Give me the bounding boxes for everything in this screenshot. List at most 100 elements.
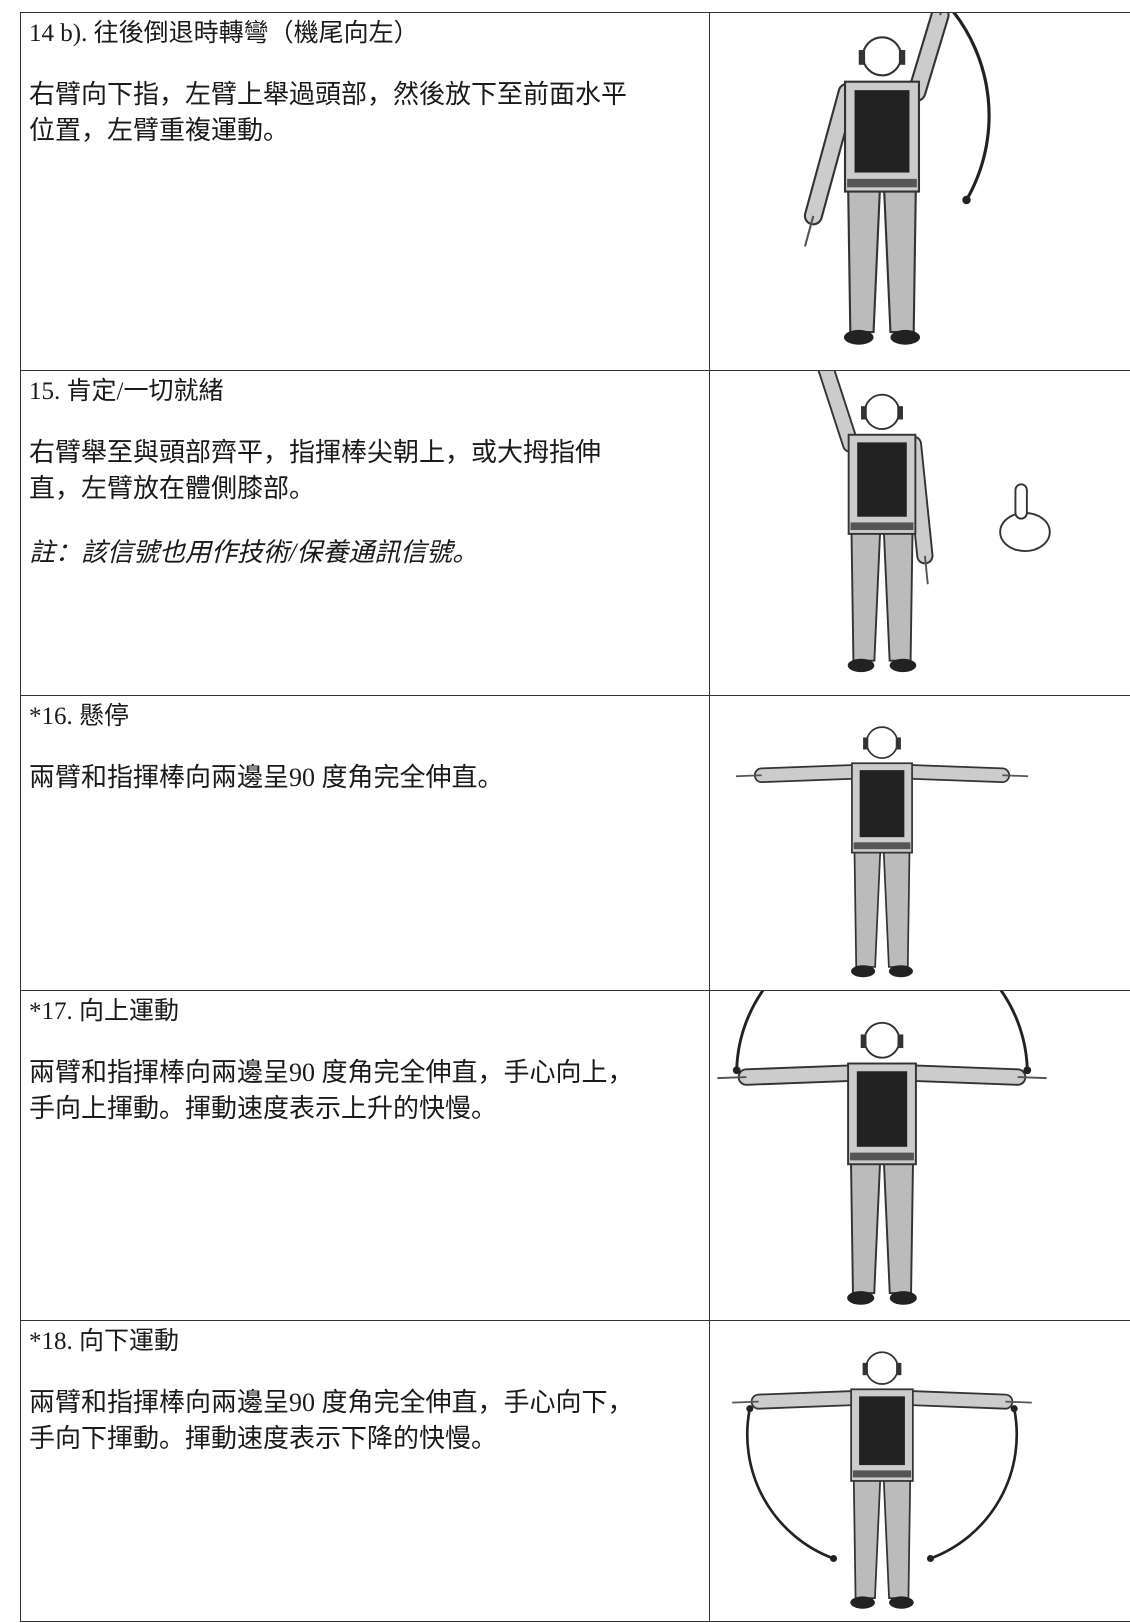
person xyxy=(735,726,1029,978)
arrow-head xyxy=(830,1554,838,1563)
description: 右臂向下指，左臂上舉過頭部，然後放下至前面水平 位置，左臂重複運動。 xyxy=(29,77,701,149)
text-cell: 14 b). 往後倒退時轉彎（機尾向左） 右臂向下指，左臂上舉過頭部，然後放下至前… xyxy=(20,13,710,370)
row: 14 b). 往後倒退時轉彎（機尾向左） 右臂向下指，左臂上舉過頭部，然後放下至前… xyxy=(20,12,1130,370)
arrow-head xyxy=(746,1405,754,1413)
row-title: 15. 肯定/一切就緒 xyxy=(29,378,224,405)
ear-protector xyxy=(858,50,866,65)
shoe xyxy=(889,658,917,673)
arrow-head xyxy=(1023,1066,1032,1075)
head xyxy=(865,1351,899,1385)
row-title: 14 b). 往後倒退時轉彎（機尾向左） xyxy=(29,20,419,47)
row: *17. 向上運動兩臂和指揮棒向兩邊呈90 度角完全伸直，手心向上， 手向上揮動。… xyxy=(20,990,1130,1320)
head xyxy=(863,393,901,430)
belt xyxy=(852,1470,912,1478)
motion-arrow xyxy=(952,13,991,201)
vest xyxy=(859,1396,905,1466)
shoe xyxy=(847,1291,875,1305)
description: 兩臂和指揮棒向兩邊呈90 度角完全伸直。 xyxy=(29,760,701,796)
ear-protector xyxy=(861,406,867,420)
signal-figure xyxy=(817,371,1051,673)
shoe xyxy=(850,1596,875,1609)
note: 註：該信號也用作技術/保養通訊信號。 xyxy=(29,538,479,567)
thumb-hand xyxy=(999,511,1051,552)
arm xyxy=(819,371,858,451)
wand xyxy=(717,1076,747,1080)
description-line: 手向上揮動。揮動速度表示上升的快慢。 xyxy=(29,1094,498,1123)
motion-arrow xyxy=(745,1408,834,1560)
wand xyxy=(1002,774,1029,778)
description-line: 兩臂和指揮棒向兩邊呈90 度角完全伸直。 xyxy=(29,763,504,792)
description: 兩臂和指揮棒向兩邊呈90 度角完全伸直，手心向上， 手向上揮動。揮動速度表示上升的… xyxy=(29,1055,701,1127)
wand xyxy=(923,555,929,585)
shoe xyxy=(843,329,874,345)
signal-figure xyxy=(803,13,991,345)
ear-protector xyxy=(898,50,906,65)
shoe xyxy=(888,965,913,978)
leg xyxy=(882,850,911,968)
leg xyxy=(850,531,882,662)
belt xyxy=(850,1152,914,1161)
arm xyxy=(904,1391,1012,1408)
ear-protector xyxy=(862,1362,868,1376)
motion-arrow xyxy=(999,991,1029,1071)
head xyxy=(865,726,899,759)
signal-figure xyxy=(735,726,1029,978)
vest xyxy=(859,770,905,838)
wand xyxy=(1005,1400,1032,1404)
vest xyxy=(856,1071,908,1147)
row: *18. 向下運動兩臂和指揮棒向兩邊呈90 度角完全伸直，手心向下， 手向下揮動。… xyxy=(20,1320,1130,1622)
leg xyxy=(847,188,881,334)
text-cell: *17. 向上運動兩臂和指揮棒向兩邊呈90 度角完全伸直，手心向上， 手向上揮動。… xyxy=(20,991,710,1320)
ear-protector xyxy=(897,1034,904,1048)
text-cell: *18. 向下運動兩臂和指揮棒向兩邊呈90 度角完全伸直，手心向下， 手向下揮動。… xyxy=(20,1321,710,1622)
vest xyxy=(854,90,910,173)
belt xyxy=(853,842,911,850)
ear-protector xyxy=(896,1362,902,1376)
person xyxy=(732,1351,1032,1609)
ear-protector xyxy=(897,406,903,420)
row-title: *18. 向下運動 xyxy=(29,1328,180,1355)
leg xyxy=(850,1161,882,1295)
ear-protector xyxy=(860,1034,867,1048)
motion-arrow xyxy=(930,1408,1019,1560)
shoe xyxy=(889,1596,914,1609)
description-line: 手向下揮動。揮動速度表示下降的快慢。 xyxy=(29,1424,498,1453)
leg xyxy=(882,531,914,662)
belt xyxy=(850,522,914,531)
leg xyxy=(882,1478,912,1600)
vest xyxy=(857,442,907,517)
arrow-head xyxy=(732,1066,741,1075)
leg xyxy=(852,1478,882,1600)
row-title: *17. 向上運動 xyxy=(29,998,180,1025)
shoe xyxy=(890,329,921,345)
arm xyxy=(755,765,860,782)
wand xyxy=(803,215,815,247)
row-title: *16. 懸停 xyxy=(29,703,130,730)
ear-protector xyxy=(863,737,869,750)
wand xyxy=(735,774,762,778)
arm xyxy=(904,765,1009,782)
description: 兩臂和指揮棒向兩邊呈90 度角完全伸直，手心向下， 手向下揮動。揮動速度表示下降的… xyxy=(29,1385,701,1457)
leg xyxy=(853,850,882,968)
arrow-head xyxy=(962,195,971,205)
ear-protector xyxy=(895,737,901,750)
signal-figure xyxy=(732,1351,1032,1609)
belt xyxy=(847,178,917,188)
shoe xyxy=(847,658,875,673)
shoe xyxy=(851,965,876,978)
motion-arrow xyxy=(735,991,765,1071)
text-cell: *16. 懸停兩臂和指揮棒向兩邊呈90 度角完全伸直。 xyxy=(20,696,710,990)
description-line: 兩臂和指揮棒向兩邊呈90 度角完全伸直，手心向下， xyxy=(29,1388,634,1417)
description-line: 直，左臂放在體側膝部。 xyxy=(29,474,316,503)
arm xyxy=(907,1066,1025,1084)
wand xyxy=(732,1400,759,1404)
arm xyxy=(739,1066,857,1084)
arm xyxy=(805,84,855,224)
wand xyxy=(1017,1076,1047,1080)
arm xyxy=(909,13,948,100)
head xyxy=(861,36,903,77)
person xyxy=(717,991,1047,1305)
row: 15. 肯定/一切就緒 右臂舉至與頭部齊平，指揮棒尖朝上，或大拇指伸 直，左臂放在體… xyxy=(20,370,1130,695)
arrow-head xyxy=(926,1554,934,1563)
